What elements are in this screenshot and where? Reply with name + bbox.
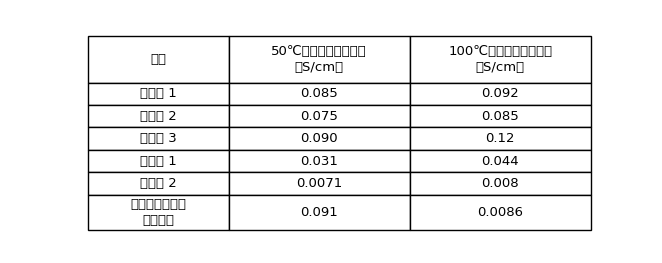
Text: 实施例 3: 实施例 3 (140, 132, 177, 145)
Text: 实施例 2: 实施例 2 (140, 110, 177, 123)
Text: 0.0071: 0.0071 (296, 177, 342, 190)
Text: 100℃测试的质子传导率
（S/cm）: 100℃测试的质子传导率 （S/cm） (448, 45, 552, 74)
Bar (410, 128, 591, 150)
Text: 0.0086: 0.0086 (477, 206, 523, 219)
Bar (88, 150, 228, 172)
Text: 对比例 2: 对比例 2 (140, 177, 177, 190)
Text: 0.044: 0.044 (481, 155, 519, 168)
Text: 0.092: 0.092 (481, 87, 519, 100)
Bar (228, 36, 410, 83)
Bar (88, 36, 228, 83)
Bar (410, 172, 591, 195)
Text: 0.091: 0.091 (301, 206, 338, 219)
Text: 实施例 1: 实施例 1 (140, 87, 177, 100)
Bar (88, 172, 228, 195)
Bar (228, 195, 410, 230)
Bar (88, 128, 228, 150)
Bar (410, 36, 591, 83)
Bar (228, 83, 410, 105)
Bar (88, 105, 228, 128)
Text: 市售全氟磺酸质
子交换膜: 市售全氟磺酸质 子交换膜 (130, 198, 186, 227)
Text: 0.031: 0.031 (301, 155, 338, 168)
Bar (228, 105, 410, 128)
Bar (410, 150, 591, 172)
Text: 50℃测试的质子传导率
（S/cm）: 50℃测试的质子传导率 （S/cm） (271, 45, 367, 74)
Bar (228, 172, 410, 195)
Bar (410, 195, 591, 230)
Text: 0.008: 0.008 (481, 177, 519, 190)
Bar (88, 83, 228, 105)
Bar (228, 128, 410, 150)
Text: 0.12: 0.12 (485, 132, 515, 145)
Bar (88, 195, 228, 230)
Text: 0.085: 0.085 (301, 87, 338, 100)
Text: 0.085: 0.085 (481, 110, 519, 123)
Text: 0.090: 0.090 (301, 132, 338, 145)
Text: 对比例 1: 对比例 1 (140, 155, 177, 168)
Text: 0.075: 0.075 (301, 110, 338, 123)
Bar (410, 83, 591, 105)
Bar (228, 150, 410, 172)
Bar (410, 105, 591, 128)
Text: 样品: 样品 (150, 53, 166, 65)
